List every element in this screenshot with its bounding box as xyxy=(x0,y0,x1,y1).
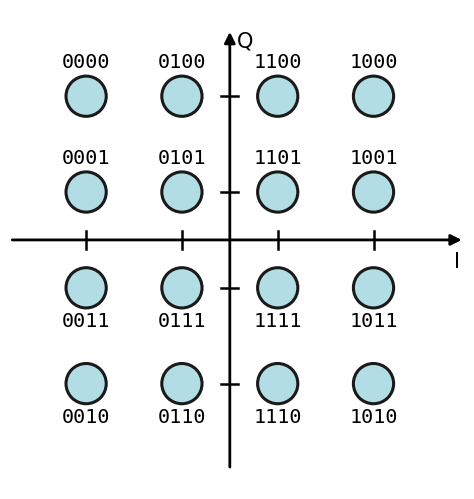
Text: 0111: 0111 xyxy=(158,312,206,331)
Text: 0010: 0010 xyxy=(62,408,110,427)
Circle shape xyxy=(162,76,202,116)
Text: 1111: 1111 xyxy=(254,312,302,331)
Circle shape xyxy=(66,363,106,404)
Circle shape xyxy=(162,363,202,404)
Text: 1010: 1010 xyxy=(349,408,398,427)
Text: 0000: 0000 xyxy=(62,53,110,72)
Text: 0011: 0011 xyxy=(62,312,110,331)
Circle shape xyxy=(354,363,393,404)
Text: 0100: 0100 xyxy=(158,53,206,72)
Circle shape xyxy=(66,172,106,212)
Text: 1101: 1101 xyxy=(254,149,302,168)
Circle shape xyxy=(257,267,298,308)
Circle shape xyxy=(354,267,393,308)
Circle shape xyxy=(354,172,393,212)
Circle shape xyxy=(66,76,106,116)
Circle shape xyxy=(257,172,298,212)
Circle shape xyxy=(162,172,202,212)
Text: Q: Q xyxy=(237,31,254,51)
Text: 1110: 1110 xyxy=(254,408,302,427)
Circle shape xyxy=(162,267,202,308)
Text: I: I xyxy=(454,252,460,272)
Text: 0101: 0101 xyxy=(158,149,206,168)
Circle shape xyxy=(66,267,106,308)
Text: 1001: 1001 xyxy=(349,149,398,168)
Text: 1011: 1011 xyxy=(349,312,398,331)
Circle shape xyxy=(257,76,298,116)
Circle shape xyxy=(257,363,298,404)
Text: 0001: 0001 xyxy=(62,149,110,168)
Text: 1000: 1000 xyxy=(349,53,398,72)
Text: 1100: 1100 xyxy=(254,53,302,72)
Circle shape xyxy=(354,76,393,116)
Text: 0110: 0110 xyxy=(158,408,206,427)
